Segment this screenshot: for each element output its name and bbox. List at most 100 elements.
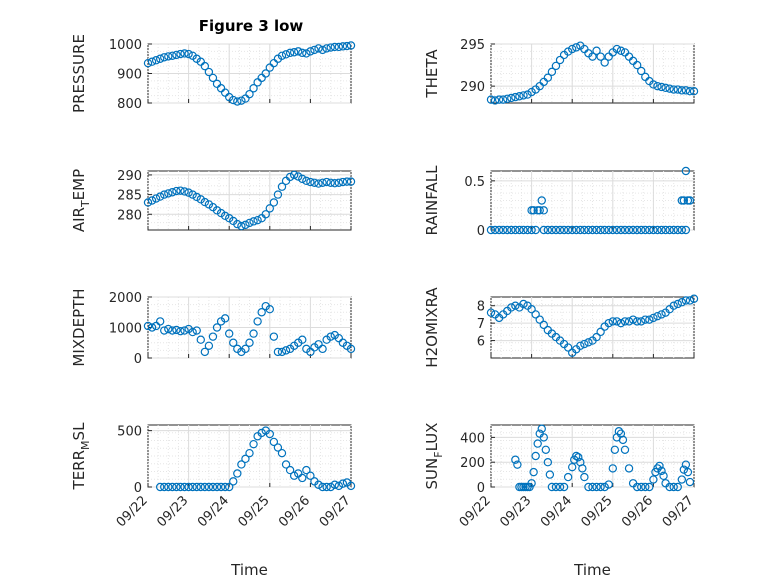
rainfall-data-point — [681, 166, 691, 176]
h2omixra-data-point — [531, 310, 540, 319]
pressure-data-point — [314, 44, 323, 53]
theta-axes: 290 295 THETA — [423, 38, 699, 105]
terr_msl-data-point — [306, 471, 315, 480]
y-axis-label: THETA — [423, 49, 441, 99]
mixdepth-data-point — [273, 347, 283, 357]
pressure-data-point — [237, 96, 246, 105]
pressure-data-point — [261, 69, 270, 78]
rainfall-data-point — [519, 225, 528, 235]
terr_msl-data-point — [346, 481, 356, 491]
y-tick-label: 0 — [477, 481, 485, 496]
y-tick-label: 0 — [477, 224, 485, 239]
terr_msl-data-point — [224, 482, 234, 492]
figure-title: Figure 3 low — [199, 17, 304, 35]
rainfall-data-point — [608, 225, 618, 235]
sun_flux-data-point — [511, 455, 520, 464]
x-tick-label: 09/22 — [114, 493, 151, 530]
air_temp-data-point — [220, 211, 230, 221]
pressure-data-point — [342, 41, 352, 51]
sun_flux-data-point — [645, 482, 654, 492]
rainfall-data-point — [527, 225, 536, 235]
h2omixra-data-point — [628, 315, 638, 324]
y-axis-label: PRESSURE — [70, 34, 88, 113]
pressure-data-point — [281, 50, 291, 59]
mixdepth-data-point — [208, 332, 218, 341]
theta-data-point — [657, 82, 666, 92]
sun_flux-data-point — [618, 435, 628, 445]
pressure-data-point — [294, 47, 303, 56]
h2omixra-data-point — [592, 332, 601, 342]
mixdepth-data-point — [192, 326, 201, 335]
h2omixra-data-point — [653, 311, 662, 321]
h2omixra-data-point — [669, 301, 678, 310]
h2omixra-data-point — [673, 299, 682, 309]
terr_msl-data-point — [241, 454, 250, 464]
terr_msl-data-point — [237, 460, 246, 469]
x-tick-label: 09/27 — [317, 493, 354, 530]
y-axis-label-text: AIR — [70, 207, 88, 232]
terr_msl-data-point — [164, 482, 173, 492]
pressure-data-point — [168, 51, 177, 61]
rainfall-data-point — [679, 196, 689, 205]
sun_flux-data-point — [681, 460, 691, 469]
rainfall-data-point — [673, 225, 682, 235]
rainfall-data-point — [584, 225, 593, 235]
terr_msl-data-point — [249, 439, 258, 449]
terr_msl-data-point — [196, 482, 205, 492]
rainfall-data-point — [669, 225, 678, 235]
pressure-data-point — [147, 57, 157, 66]
air_temp-data-point — [168, 188, 177, 197]
pressure-data-point — [322, 44, 331, 53]
air_temp-data-point — [253, 215, 262, 225]
mixdepth-data-point — [200, 347, 210, 357]
y-tick-label: 0 — [134, 352, 142, 367]
sun_flux-data-point — [537, 424, 546, 433]
pressure-axes: 800 900 1000 PRESSURE — [70, 34, 356, 113]
air_temp-data-point — [298, 174, 307, 184]
y-axis-label: H2OMIXRA — [423, 287, 441, 368]
rainfall-data-point — [537, 196, 546, 205]
rainfall-data-point — [576, 225, 585, 235]
y-axis-label-text: RAINFALL — [423, 165, 441, 236]
air_temp-data-point — [318, 178, 327, 187]
rainfall-data-point — [486, 225, 496, 235]
mixdepth-data-point — [257, 308, 266, 317]
rainfall-data-point — [539, 225, 548, 235]
mixdepth-data-point — [176, 326, 185, 336]
theta-data-point — [551, 61, 561, 71]
sun_flux-data-point — [683, 467, 693, 477]
mixdepth-data-point — [196, 335, 205, 344]
air_temp-data-point — [200, 197, 210, 207]
mixdepth-axes: 0 1000 2000 MIXDEPTH — [70, 288, 356, 367]
theta-data-point — [612, 44, 622, 54]
air_temp-data-point — [261, 210, 270, 219]
air_temp-data-point — [306, 177, 315, 187]
rainfall-data-point — [498, 225, 508, 235]
air_temp-data-point — [184, 188, 193, 197]
h2omixra-data-point — [645, 315, 654, 324]
air_temp-data-point — [265, 204, 274, 213]
h2omixra-data-point — [657, 310, 666, 319]
air_temp-data-point — [188, 190, 197, 199]
sun_flux-data-point — [545, 470, 555, 479]
x-tick-label: 09/22 — [457, 493, 494, 530]
rainfall-data-point — [685, 196, 695, 205]
pressure-data-point — [229, 95, 238, 105]
rainfall-data-point — [523, 225, 532, 235]
theta-data-point — [673, 85, 682, 94]
mixdepth-data-point — [204, 341, 214, 350]
pressure-data-point — [200, 61, 210, 71]
sun_flux-data-point — [547, 482, 557, 492]
sun_flux-data-point — [529, 467, 538, 477]
theta-data-point — [503, 94, 512, 103]
theta-data-point — [685, 86, 695, 96]
rainfall-data-point — [637, 225, 646, 235]
rainfall-data-point — [580, 225, 589, 235]
pressure-data-point — [277, 51, 287, 61]
rainfall-data-point — [632, 225, 642, 235]
terr_msl-data-point — [188, 482, 197, 492]
h2omixra-data-point — [486, 308, 496, 317]
rainfall-data-point — [681, 225, 691, 235]
mixdepth-data-point — [326, 332, 335, 341]
terr_msl-data-point — [184, 482, 193, 492]
